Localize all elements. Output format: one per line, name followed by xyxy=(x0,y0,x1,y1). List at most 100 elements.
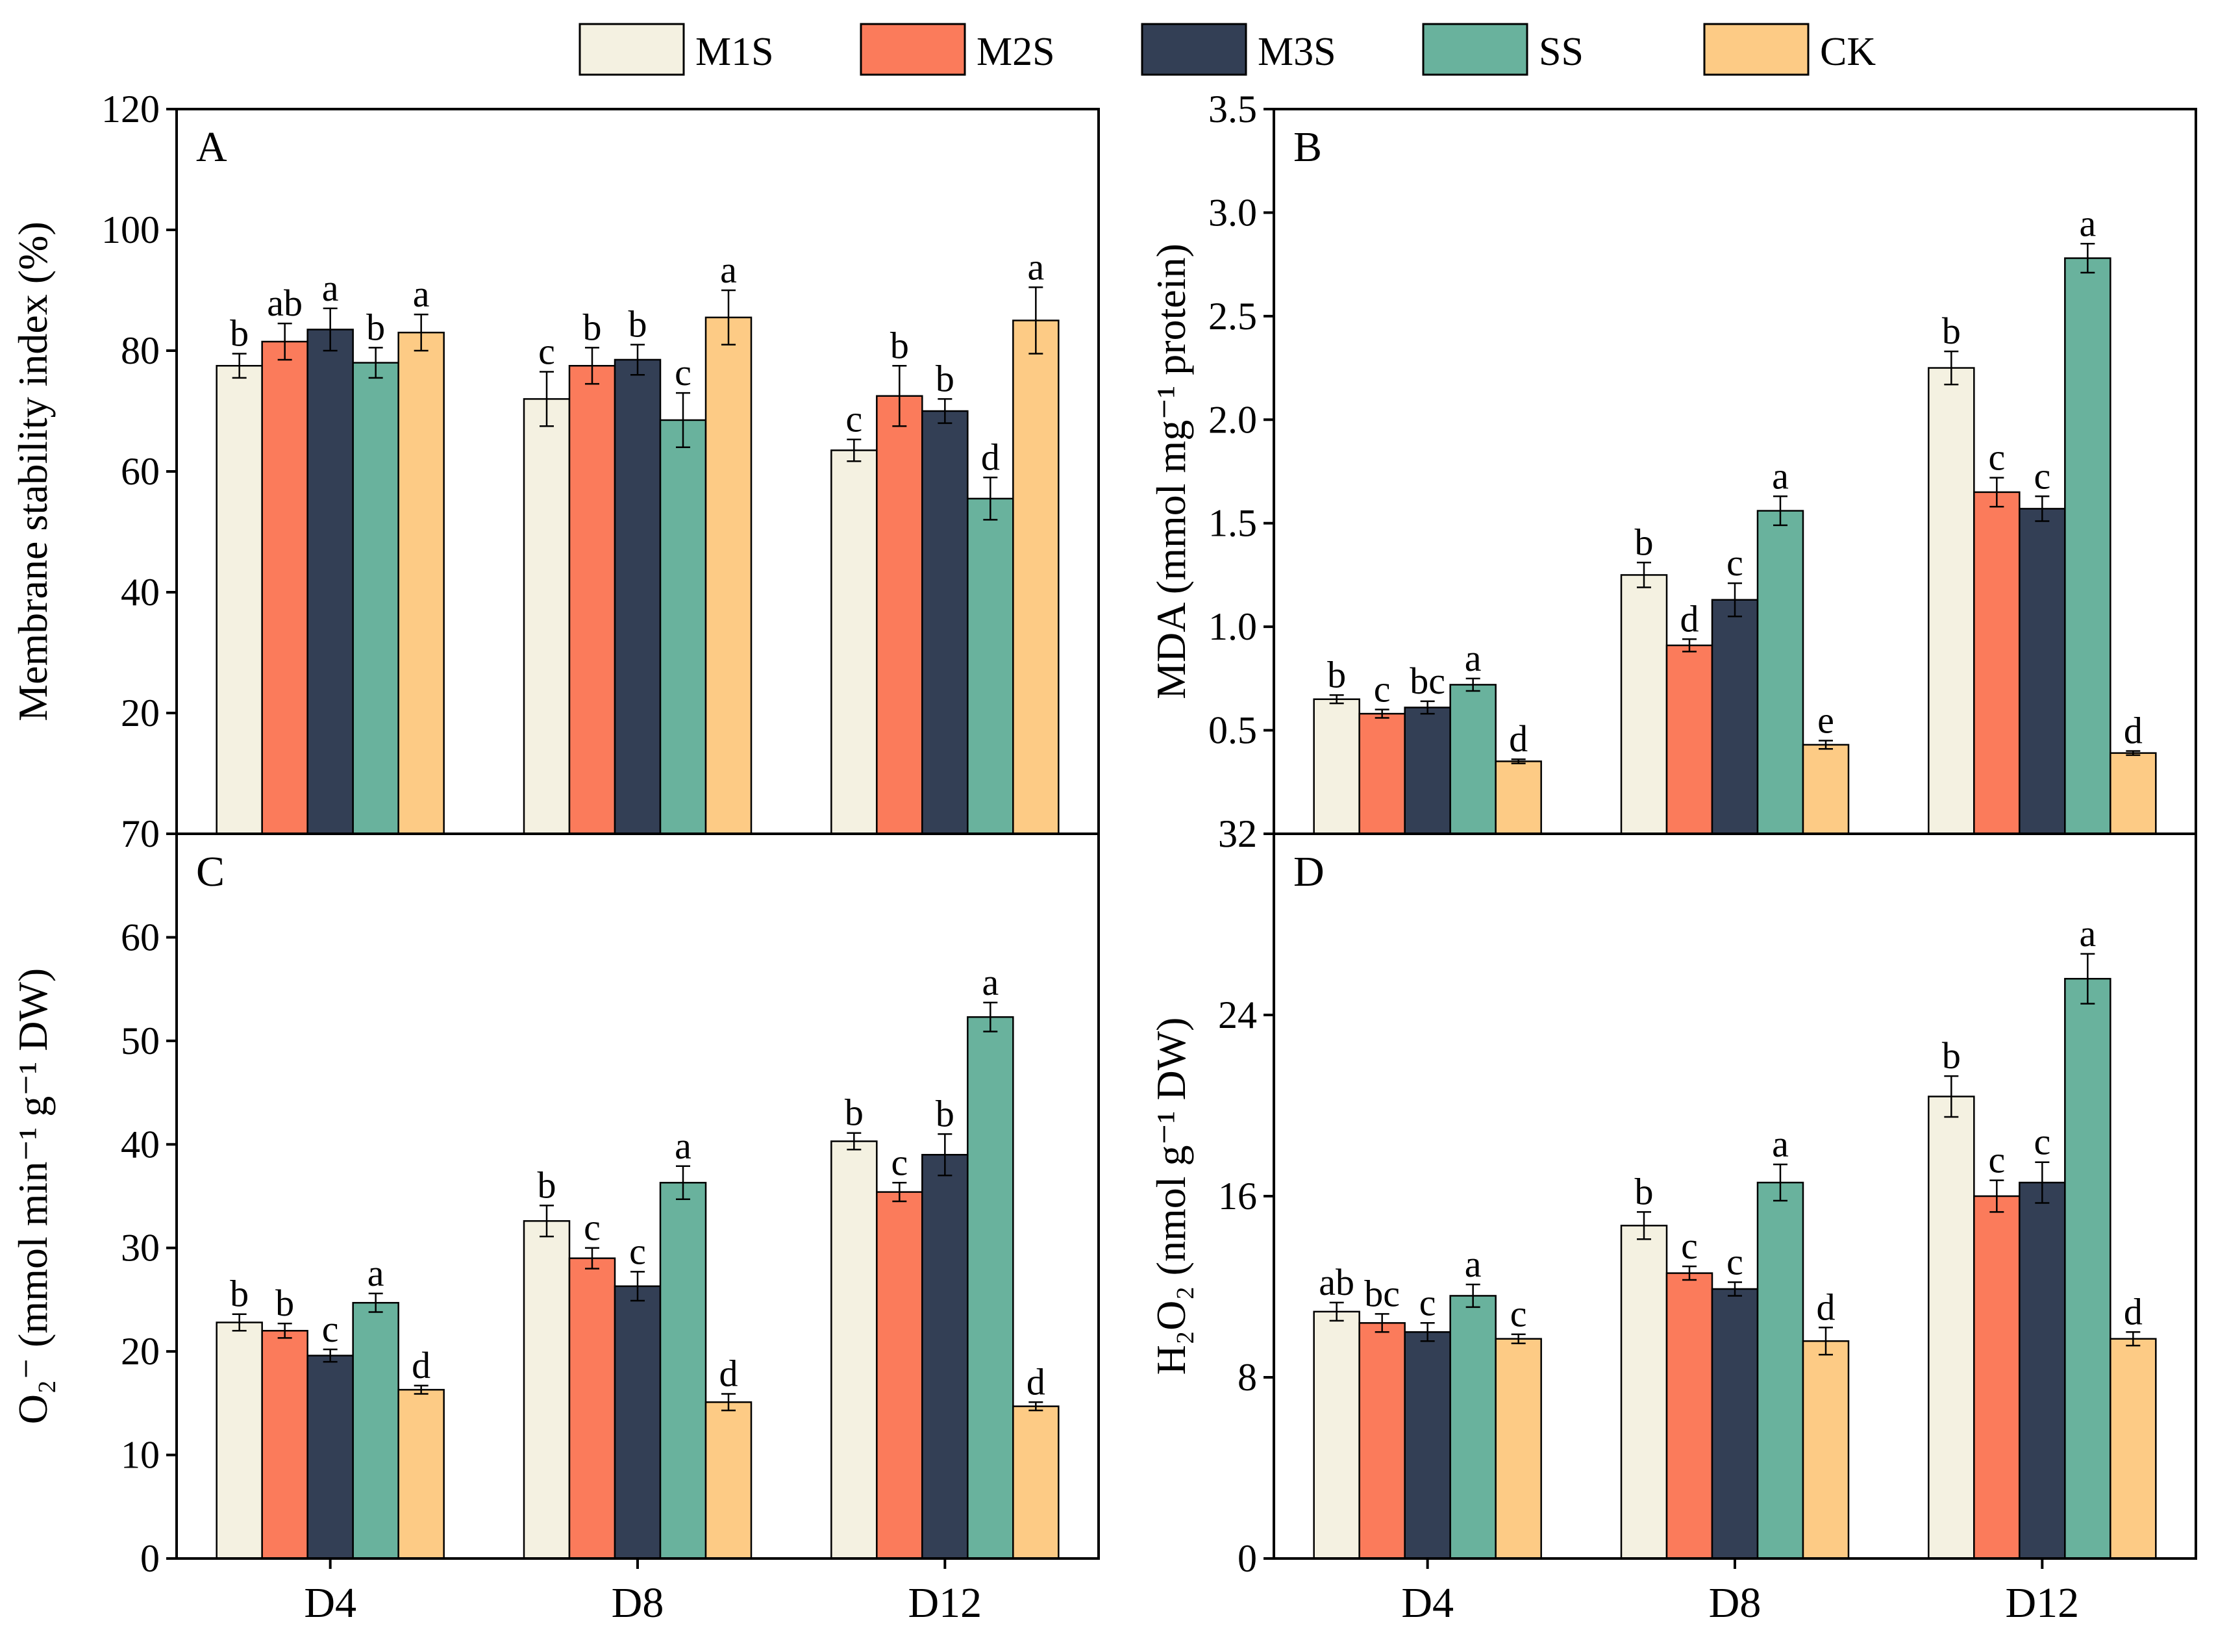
bar-group-m2s-d8: c xyxy=(568,1207,616,1560)
bar-group-m3s-d8: b xyxy=(614,303,662,835)
x-tick-label: D4 xyxy=(1401,1579,1454,1627)
bar-group-m3s-d8: c xyxy=(1711,1241,1759,1560)
bar-group-m3s-d12: b xyxy=(921,357,969,835)
bar-group-m1s-d12: b xyxy=(1928,1034,1975,1560)
significance-label: bc xyxy=(1364,1272,1400,1314)
bar-group-m3s-d8: c xyxy=(614,1230,662,1560)
panel-letter: D xyxy=(1293,848,1325,895)
bar xyxy=(1711,599,1759,835)
significance-label: c xyxy=(2034,455,2050,497)
bar xyxy=(614,358,662,835)
bar xyxy=(830,449,878,835)
bar xyxy=(1756,510,1804,835)
bar xyxy=(568,1257,616,1560)
bar xyxy=(2110,1338,2157,1560)
bar xyxy=(397,331,445,835)
y-tick-label: 1.0 xyxy=(1208,605,1257,648)
significance-label: b xyxy=(1942,1034,1961,1077)
bar-group-m1s-d4: b xyxy=(216,1273,263,1560)
significance-label: b xyxy=(275,1282,294,1324)
bar xyxy=(1449,684,1497,835)
bar-group-ck-d4: c xyxy=(1495,1293,1542,1560)
bar xyxy=(876,395,923,835)
legend-label: M1S xyxy=(695,30,774,74)
bar-group-ck-d8: d xyxy=(704,1353,753,1560)
significance-label: b xyxy=(629,303,647,345)
significance-label: d xyxy=(1817,1286,1836,1328)
significance-label: c xyxy=(322,1308,339,1350)
significance-label: c xyxy=(675,351,691,394)
bar xyxy=(1404,1331,1451,1560)
bar-group-ck-d4: d xyxy=(397,1344,445,1560)
bar xyxy=(216,365,263,835)
significance-label: bc xyxy=(1410,660,1445,702)
bar-group-m1s-d12: b xyxy=(830,1092,878,1560)
bar xyxy=(397,1388,445,1560)
bar-group-m1s-d8: b xyxy=(1620,521,1668,835)
significance-label: b xyxy=(230,1273,249,1315)
bar-group-ss-d12: a xyxy=(2064,202,2111,835)
bar-group-m3s-d12: c xyxy=(2019,1121,2066,1560)
legend-label: CK xyxy=(1820,30,1876,74)
significance-label: a xyxy=(720,249,737,291)
y-tick-label: 24 xyxy=(1218,994,1257,1036)
bar xyxy=(306,1355,354,1560)
significance-label: b xyxy=(890,324,909,366)
bar xyxy=(352,362,399,835)
significance-label: c xyxy=(538,331,555,373)
bar-group-m2s-d8: b xyxy=(568,306,616,835)
y-tick-label: 30 xyxy=(121,1227,160,1270)
y-tick-label: 60 xyxy=(121,916,160,958)
significance-label: d xyxy=(2124,709,2143,751)
significance-label: d xyxy=(2124,1290,2143,1333)
significance-label: a xyxy=(1465,637,1482,679)
legend-swatch xyxy=(1703,23,1810,76)
significance-label: b xyxy=(230,312,249,355)
legend-swatch xyxy=(1422,23,1528,76)
significance-label: d xyxy=(1680,597,1699,640)
significance-label: a xyxy=(367,1252,384,1294)
bar-group-ss-d4: a xyxy=(352,1252,399,1560)
significance-label: a xyxy=(1027,245,1044,288)
bar xyxy=(659,419,707,835)
panel-letter: A xyxy=(196,123,227,171)
bar-group-m2s-d4: b xyxy=(261,1282,308,1560)
y-tick-label: 70 xyxy=(121,812,160,855)
bar xyxy=(216,1321,263,1560)
bar xyxy=(1802,1340,1850,1560)
bar xyxy=(1620,574,1668,835)
significance-label: b xyxy=(1635,1170,1654,1212)
y-tick-label: 80 xyxy=(121,329,160,372)
significance-label: ab xyxy=(1319,1261,1354,1303)
legend-swatch xyxy=(579,23,685,76)
bar-group-m1s-d4: b xyxy=(1313,653,1360,835)
y-tick-label: 40 xyxy=(121,571,160,614)
y-axis: 0.5 1.0 1.5 2.0 2.5 3.0 3.5 32 xyxy=(1208,88,1274,855)
significance-label: d xyxy=(412,1344,430,1386)
bar-group-m3s-d4: bc xyxy=(1404,660,1451,835)
bar xyxy=(523,1220,571,1560)
bar xyxy=(2019,1181,2066,1560)
significance-label: d xyxy=(1509,718,1528,760)
bar xyxy=(2064,977,2111,1560)
panel-letter: B xyxy=(1293,123,1322,171)
bar xyxy=(967,497,1014,835)
bar xyxy=(1756,1181,1804,1560)
bar xyxy=(1449,1295,1497,1560)
significance-label: c xyxy=(1510,1293,1527,1335)
significance-label: a xyxy=(2079,202,2096,244)
bar xyxy=(704,316,753,835)
significance-label: a xyxy=(322,267,339,309)
bar xyxy=(1495,1338,1542,1560)
significance-label: ab xyxy=(267,282,303,324)
bar xyxy=(704,1401,753,1560)
bar-group-m2s-d8: c xyxy=(1665,1225,1713,1560)
significance-label: c xyxy=(1726,1241,1743,1283)
bar xyxy=(1665,644,1713,835)
bar xyxy=(1802,744,1850,835)
legend-swatch xyxy=(1141,23,1247,76)
